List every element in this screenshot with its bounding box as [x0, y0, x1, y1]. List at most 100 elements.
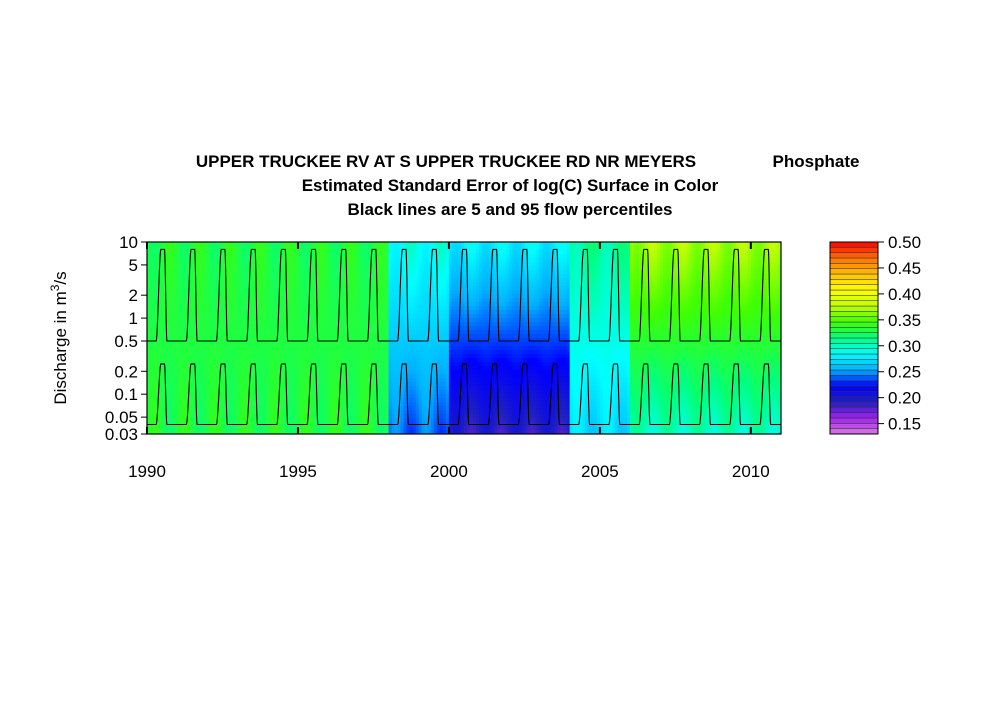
surface-cell: [412, 294, 417, 299]
surface-cell: [346, 362, 350, 367]
surface-cell: [240, 394, 245, 399]
surface-cell: [276, 338, 281, 343]
surface-cell: [424, 330, 429, 335]
surface-cell: [291, 426, 296, 431]
surface-cell: [249, 290, 254, 295]
surface-cell: [421, 258, 426, 263]
surface-cell: [445, 278, 450, 283]
surface-cell: [249, 330, 254, 335]
surface-cell: [210, 262, 215, 267]
surface-cell: [243, 326, 248, 331]
surface-cell: [279, 298, 284, 303]
surface-cell: [231, 418, 236, 423]
surface-cell: [448, 394, 453, 399]
surface-cell: [165, 374, 169, 379]
surface-cell: [400, 278, 405, 283]
surface-cell: [325, 326, 329, 331]
surface-cell: [370, 406, 375, 411]
surface-cell: [364, 282, 368, 287]
surface-cell: [210, 270, 215, 275]
surface-cell: [397, 354, 402, 359]
surface-cell: [213, 314, 218, 319]
surface-cell: [279, 414, 284, 419]
surface-cell: [240, 242, 245, 247]
surface-cell: [231, 342, 236, 347]
surface-cell: [346, 386, 350, 391]
surface-cell: [237, 294, 242, 299]
surface-cell: [288, 394, 293, 399]
surface-cell: [457, 258, 462, 263]
surface-cell: [457, 334, 462, 339]
surface-cell: [264, 414, 269, 419]
surface-cell: [264, 394, 269, 399]
surface-cell: [442, 314, 447, 319]
surface-cell: [177, 262, 181, 267]
surface-cell: [216, 286, 221, 291]
surface-cell: [246, 386, 251, 391]
surface-cell: [346, 378, 350, 383]
surface-cell: [189, 298, 193, 303]
surface-cell: [415, 262, 420, 267]
surface-cell: [322, 398, 326, 403]
surface-cell: [409, 378, 414, 383]
surface-cell: [448, 338, 453, 343]
surface-cell: [364, 334, 368, 339]
surface-cell: [150, 242, 154, 247]
surface-cell: [436, 402, 441, 407]
surface-cell: [337, 378, 341, 383]
surface-cell: [439, 338, 444, 343]
surface-cell: [412, 310, 417, 315]
surface-cell: [427, 294, 432, 299]
surface-cell: [273, 318, 278, 323]
surface-cell: [273, 310, 278, 315]
surface-cell: [294, 406, 299, 411]
surface-cell: [373, 346, 378, 351]
surface-cell: [334, 286, 338, 291]
surface-cell: [258, 250, 263, 255]
surface-cell: [258, 390, 263, 395]
surface-cell: [279, 342, 284, 347]
surface-cell: [412, 270, 417, 275]
surface-cell: [334, 418, 338, 423]
surface-cell: [204, 414, 208, 419]
surface-cell: [451, 274, 456, 279]
surface-cell: [153, 350, 157, 355]
surface-cell: [237, 418, 242, 423]
surface-cell: [216, 274, 221, 279]
surface-cell: [249, 430, 254, 434]
surface-cell: [358, 418, 362, 423]
surface-cell: [156, 278, 160, 283]
surface-cell: [340, 254, 344, 259]
surface-cell: [255, 342, 260, 347]
surface-cell: [288, 274, 293, 279]
surface-cell: [382, 270, 387, 275]
surface-cell: [361, 402, 365, 407]
surface-cell: [261, 358, 266, 363]
surface-cell: [180, 378, 184, 383]
surface-cell: [358, 350, 362, 355]
surface-cell: [153, 402, 157, 407]
surface-cell: [297, 414, 302, 419]
surface-cell: [322, 314, 326, 319]
surface-cell: [439, 270, 444, 275]
surface-cell: [159, 278, 163, 283]
surface-cell: [310, 422, 314, 427]
surface-cell: [394, 430, 399, 434]
surface-cell: [337, 354, 341, 359]
surface-cell: [421, 410, 426, 415]
surface-cell: [406, 362, 411, 367]
surface-cell: [171, 266, 175, 271]
surface-cell: [394, 410, 399, 415]
surface-cell: [258, 266, 263, 271]
surface-cell: [388, 298, 393, 303]
surface-cell: [282, 266, 287, 271]
surface-cell: [448, 274, 453, 279]
surface-cell: [388, 354, 393, 359]
surface-cell: [385, 322, 390, 327]
surface-cell: [288, 398, 293, 403]
surface-cell: [150, 306, 154, 311]
surface-cell: [400, 306, 405, 311]
surface-cell: [270, 306, 275, 311]
surface-cell: [171, 398, 175, 403]
surface-cell: [364, 330, 368, 335]
